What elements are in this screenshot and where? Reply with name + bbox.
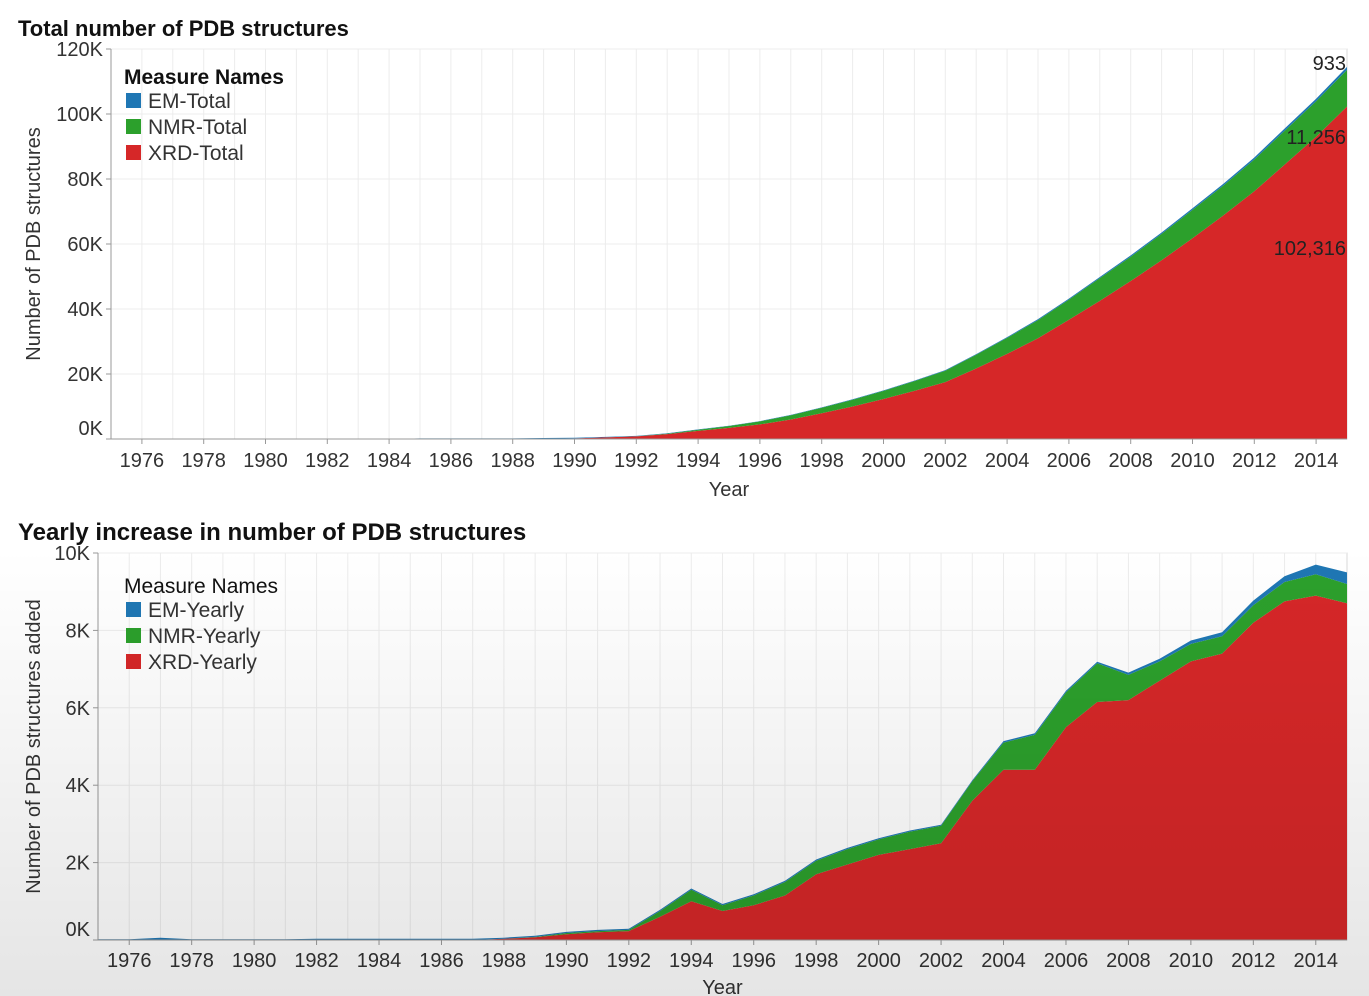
x-tick-label: 1982 bbox=[305, 450, 350, 472]
legend-title: Measure Names bbox=[124, 575, 278, 598]
x-tick-label: 2012 bbox=[1231, 950, 1276, 972]
legend-swatch bbox=[126, 145, 141, 160]
y-tick-label: 20K bbox=[67, 364, 103, 386]
y-tick-label: 120K bbox=[56, 39, 103, 61]
y-tick-label: 80K bbox=[67, 169, 103, 191]
area-xrd-yearly bbox=[98, 595, 1347, 940]
legend-label: EM-Yearly bbox=[148, 599, 245, 622]
x-tick-label: 1986 bbox=[419, 950, 464, 972]
legend-label: NMR-Yearly bbox=[148, 625, 261, 648]
x-axis-title: Year bbox=[702, 977, 743, 996]
x-tick-label: 1994 bbox=[669, 950, 714, 972]
x-tick-label: 2010 bbox=[1169, 950, 1214, 972]
y-tick-label: 6K bbox=[66, 698, 91, 720]
legend-title: Measure Names bbox=[124, 66, 284, 89]
chart-title-yearly: Yearly increase in number of PDB structu… bbox=[18, 519, 527, 546]
legend-label: XRD-Yearly bbox=[148, 651, 257, 674]
x-tick-label: 1982 bbox=[294, 950, 339, 972]
x-tick-label: 1998 bbox=[799, 450, 844, 472]
legend-swatch bbox=[126, 628, 141, 643]
legend-swatch bbox=[126, 119, 141, 134]
x-tick-label: 1984 bbox=[367, 450, 412, 472]
x-tick-label: 1996 bbox=[738, 450, 783, 472]
chart-title-total: Total number of PDB structures bbox=[18, 16, 349, 41]
legend-swatch bbox=[126, 654, 141, 669]
x-tick-label: 2002 bbox=[923, 450, 968, 472]
legend-swatch bbox=[126, 602, 141, 617]
legend-label: EM-Total bbox=[148, 90, 231, 113]
y-tick-label: 100K bbox=[56, 104, 103, 126]
x-tick-label: 1990 bbox=[544, 950, 589, 972]
x-tick-label: 1980 bbox=[243, 450, 288, 472]
x-tick-label: 2014 bbox=[1294, 950, 1339, 972]
legend-label: XRD-Total bbox=[148, 142, 244, 165]
x-tick-label: 1980 bbox=[232, 950, 277, 972]
y-axis-title: Number of PDB structures bbox=[23, 127, 45, 360]
x-tick-label: 2008 bbox=[1106, 950, 1151, 972]
end-value-label: 102,316 bbox=[1274, 238, 1346, 260]
x-tick-label: 2012 bbox=[1232, 450, 1277, 472]
area-xrd-total bbox=[111, 106, 1347, 439]
x-tick-label: 1994 bbox=[676, 450, 721, 472]
total-structures-chart: 0K 20K 40K 60K 80K 100K 120K 1976 1978 1980 1982 19… bbox=[23, 39, 1348, 500]
x-tick-label: 2008 bbox=[1108, 450, 1153, 472]
x-tick-label: 1988 bbox=[490, 450, 535, 472]
x-tick-label: 2006 bbox=[1047, 450, 1092, 472]
y-tick-label: 60K bbox=[67, 234, 103, 256]
x-tick-label: 2010 bbox=[1170, 450, 1215, 472]
y-tick-label: 0K bbox=[79, 418, 104, 440]
y-tick-label: 10K bbox=[54, 543, 90, 565]
x-tick-label: 1996 bbox=[731, 950, 776, 972]
x-axis-title: Year bbox=[709, 479, 750, 500]
y-tick-label: 4K bbox=[66, 775, 91, 797]
x-tick-label: 2014 bbox=[1294, 450, 1339, 472]
end-value-label: 933 bbox=[1313, 53, 1346, 75]
y-tick-label: 40K bbox=[67, 299, 103, 321]
x-tick-label: 1992 bbox=[607, 950, 652, 972]
end-value-label: 11,256 bbox=[1286, 127, 1346, 149]
y-tick-label: 2K bbox=[66, 853, 91, 875]
x-tick-label: 1976 bbox=[120, 450, 165, 472]
y-tick-label: 8K bbox=[66, 620, 91, 642]
legend-label: NMR-Total bbox=[148, 116, 247, 139]
x-tick-label: 1992 bbox=[614, 450, 659, 472]
y-axis-title: Number of PDB structures added bbox=[23, 599, 45, 894]
x-tick-label: 1998 bbox=[794, 950, 839, 972]
legend-swatch bbox=[126, 93, 141, 108]
x-tick-label: 1978 bbox=[181, 450, 226, 472]
x-tick-label: 1976 bbox=[107, 950, 152, 972]
x-tick-label: 2004 bbox=[985, 450, 1030, 472]
x-tick-label: 2000 bbox=[856, 950, 901, 972]
x-tick-label: 1978 bbox=[169, 950, 214, 972]
y-tick-label: 0K bbox=[66, 919, 91, 941]
x-tick-label: 2000 bbox=[861, 450, 906, 472]
x-tick-label: 1984 bbox=[357, 950, 402, 972]
x-tick-label: 1990 bbox=[552, 450, 597, 472]
x-tick-label: 2006 bbox=[1044, 950, 1089, 972]
x-tick-label: 1988 bbox=[482, 950, 527, 972]
x-tick-label: 2002 bbox=[919, 950, 964, 972]
x-tick-label: 2004 bbox=[981, 950, 1026, 972]
x-tick-label: 1986 bbox=[429, 450, 474, 472]
